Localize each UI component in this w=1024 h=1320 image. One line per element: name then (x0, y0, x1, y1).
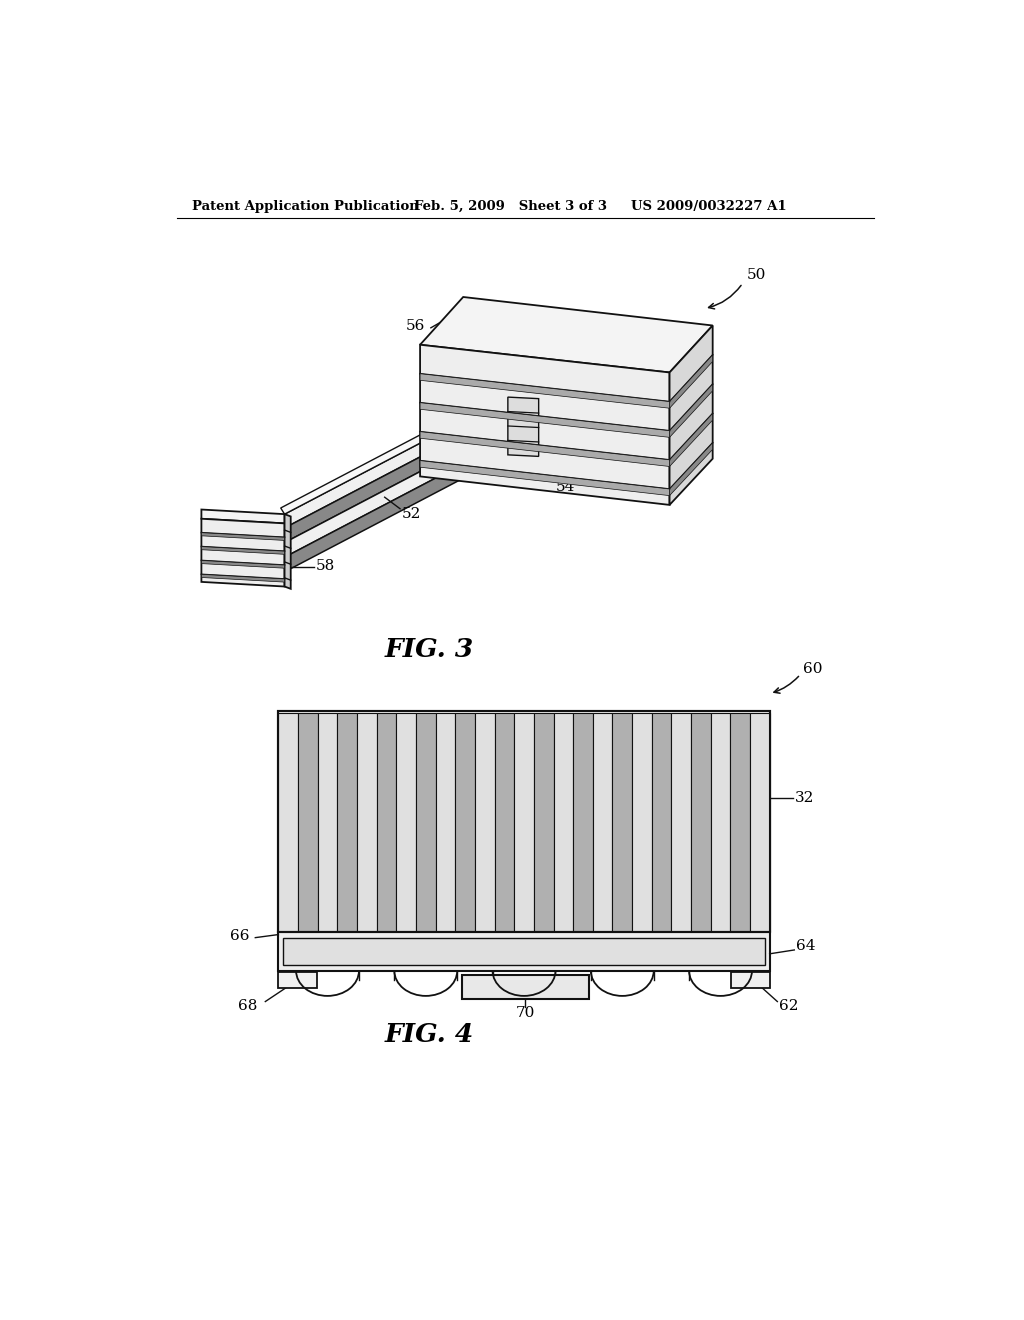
Polygon shape (285, 425, 508, 557)
Polygon shape (202, 510, 285, 524)
Polygon shape (279, 973, 316, 987)
Text: 68: 68 (239, 999, 258, 1014)
Polygon shape (435, 713, 456, 931)
Polygon shape (420, 374, 670, 408)
Polygon shape (462, 974, 589, 999)
Polygon shape (731, 973, 770, 987)
Text: FIG. 4: FIG. 4 (385, 1022, 474, 1047)
Text: FIG. 3: FIG. 3 (385, 638, 474, 663)
Polygon shape (573, 713, 593, 931)
Polygon shape (593, 713, 612, 931)
Polygon shape (508, 397, 539, 457)
Polygon shape (691, 713, 711, 931)
Text: 64: 64 (796, 939, 815, 953)
Polygon shape (298, 713, 317, 931)
Polygon shape (420, 432, 670, 466)
Polygon shape (475, 713, 495, 931)
Polygon shape (612, 713, 632, 931)
Polygon shape (750, 713, 770, 931)
Polygon shape (317, 713, 337, 931)
Polygon shape (281, 391, 508, 515)
Polygon shape (285, 441, 508, 572)
Polygon shape (202, 574, 285, 582)
Text: 56: 56 (407, 319, 426, 333)
Polygon shape (730, 713, 750, 931)
Polygon shape (514, 713, 534, 931)
Text: US 2009/0032227 A1: US 2009/0032227 A1 (631, 199, 786, 213)
Polygon shape (554, 713, 573, 931)
Polygon shape (416, 713, 435, 931)
Polygon shape (357, 713, 377, 931)
Text: 32: 32 (795, 791, 814, 804)
Polygon shape (285, 411, 508, 543)
Polygon shape (279, 713, 298, 931)
Text: 60: 60 (803, 661, 822, 676)
Polygon shape (202, 519, 285, 586)
Polygon shape (670, 384, 713, 437)
Polygon shape (456, 713, 475, 931)
Polygon shape (420, 403, 670, 437)
Polygon shape (202, 546, 285, 554)
Text: Feb. 5, 2009   Sheet 3 of 3: Feb. 5, 2009 Sheet 3 of 3 (414, 199, 607, 213)
Polygon shape (670, 326, 713, 506)
Polygon shape (202, 561, 285, 568)
Text: 54: 54 (556, 480, 574, 494)
Polygon shape (337, 713, 357, 931)
Text: 50: 50 (746, 268, 766, 282)
Text: 58: 58 (315, 560, 335, 573)
Polygon shape (534, 713, 554, 931)
Text: 70: 70 (515, 1006, 535, 1020)
Polygon shape (202, 533, 285, 540)
Polygon shape (672, 713, 691, 931)
Polygon shape (420, 297, 713, 372)
Text: 62: 62 (779, 999, 799, 1014)
Polygon shape (285, 515, 291, 589)
Text: Patent Application Publication: Patent Application Publication (193, 199, 419, 213)
Polygon shape (285, 397, 508, 528)
Polygon shape (279, 711, 770, 932)
Polygon shape (396, 713, 416, 931)
Text: 66: 66 (230, 929, 250, 942)
Polygon shape (670, 442, 713, 495)
Polygon shape (670, 355, 713, 408)
Polygon shape (632, 713, 651, 931)
Text: 52: 52 (401, 507, 421, 521)
Polygon shape (495, 713, 514, 931)
Polygon shape (711, 713, 730, 931)
Polygon shape (651, 713, 672, 931)
Polygon shape (420, 461, 670, 495)
Polygon shape (420, 345, 670, 506)
Polygon shape (377, 713, 396, 931)
Polygon shape (670, 413, 713, 466)
Polygon shape (279, 932, 770, 970)
Polygon shape (283, 937, 765, 965)
